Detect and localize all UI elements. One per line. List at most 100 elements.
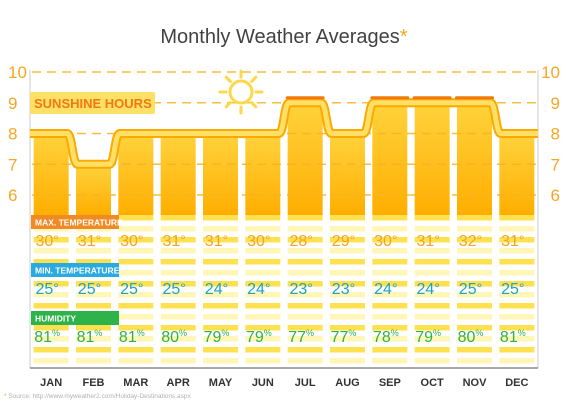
y-tick-right: 7 xyxy=(551,155,560,174)
max-temperature-unit: ° xyxy=(265,232,271,248)
humidity-number: 80 xyxy=(161,329,179,346)
bar-stripe xyxy=(118,347,154,353)
humidity-unit: % xyxy=(475,328,483,338)
bar-stripe xyxy=(33,237,69,243)
max-temperature-number: 30 xyxy=(120,233,138,250)
bar-stripe xyxy=(287,358,323,364)
max-temperature-value: 30° xyxy=(120,232,143,250)
humidity-unit: % xyxy=(391,328,399,338)
bar-stripe xyxy=(203,347,238,353)
sun-ray xyxy=(250,75,258,83)
bar-stripe xyxy=(330,226,365,232)
bar-stripe xyxy=(330,358,365,364)
source-note: * Source: http://www.myweather2.com/Holi… xyxy=(4,393,192,400)
bar-stripe xyxy=(330,259,365,265)
bar-stripe xyxy=(160,259,196,265)
max-temperature-value: 31° xyxy=(205,232,228,250)
bar-stripe xyxy=(330,270,365,276)
max-temperature-number: 31 xyxy=(162,233,180,250)
max-temperature-value: 31° xyxy=(78,232,101,250)
x-tick-label: NOV xyxy=(463,377,488,389)
max-temperature-value: 31° xyxy=(416,232,439,250)
min-temperature-number: 24 xyxy=(205,281,223,298)
bar-stripe xyxy=(203,226,238,232)
min-temperature-unit: ° xyxy=(96,280,102,296)
bar-stripe xyxy=(203,270,238,276)
bar-stripe xyxy=(330,237,365,243)
humidity-number: 79 xyxy=(204,329,222,346)
max-temperature-value: 30° xyxy=(374,232,397,250)
sun-icon xyxy=(218,69,264,115)
humidity-value: 79% xyxy=(246,328,272,346)
x-axis-layer: JAN FEB MAR APR MAY JUN JUL AUG SEP OCT NOV DEC xyxy=(40,377,528,389)
bar-stripe xyxy=(76,347,111,353)
sun-disc xyxy=(228,79,254,105)
max-temperature-number: 31 xyxy=(501,233,519,250)
x-tick-label: APR xyxy=(167,377,190,389)
min-temperature-number: 25 xyxy=(120,281,138,298)
min-temperature-value: 25° xyxy=(459,280,482,298)
bar-stripe xyxy=(330,248,365,254)
bar-stripe xyxy=(372,259,408,265)
y-tick-right: 6 xyxy=(551,186,560,205)
x-tick-label: JAN xyxy=(40,377,62,389)
bar-stripe xyxy=(457,314,492,320)
bar-stripe xyxy=(372,325,408,331)
humidity-value: 80% xyxy=(458,328,484,346)
bar-stripe xyxy=(118,314,154,320)
bar-stripe xyxy=(203,237,238,243)
bar-stripe xyxy=(160,237,196,243)
y-tick-right: 9 xyxy=(551,94,560,113)
sunshine-label: SUNSHINE HOURS xyxy=(34,96,152,111)
bar-stripe xyxy=(372,226,408,232)
bar-stripe xyxy=(372,314,408,320)
chart-title-asterisk: * xyxy=(400,26,408,48)
bar-stripe xyxy=(287,314,323,320)
min-temperature-number: 25 xyxy=(162,281,180,298)
bar-oct xyxy=(414,102,450,215)
bar-stripe xyxy=(287,248,323,254)
max-temperature-number: 32 xyxy=(459,233,477,250)
bar-stripe xyxy=(499,325,535,331)
min-temperature-value: 24° xyxy=(247,280,270,298)
bar-stripe xyxy=(372,347,408,353)
bar-stripe xyxy=(414,292,450,298)
y-tick-left: 6 xyxy=(8,186,17,205)
bar-stripe xyxy=(287,281,323,287)
bar-stripe xyxy=(457,292,492,298)
bar-stripe xyxy=(118,237,154,243)
min-temperature-number: 24 xyxy=(247,281,265,298)
bar-stripe xyxy=(160,226,196,232)
bar-stripe xyxy=(160,248,196,254)
bar-stripe xyxy=(203,303,238,309)
bar-stripe xyxy=(414,325,450,331)
bar-stripe xyxy=(287,215,323,221)
min-temperature-value: 25° xyxy=(78,280,101,298)
bar-stripe xyxy=(76,281,111,287)
max-temperature-value: 28° xyxy=(289,232,312,250)
bar-stripe xyxy=(287,347,323,353)
humidity-number: 81 xyxy=(119,329,137,346)
humidity-value: 81% xyxy=(119,328,145,346)
bar-stripe xyxy=(33,325,69,331)
max-temperature-unit: ° xyxy=(350,232,356,248)
bar-stripe xyxy=(499,237,535,243)
sun-ray xyxy=(224,75,232,83)
min-temperature-unit: ° xyxy=(519,280,525,296)
bar-stripe xyxy=(287,237,323,243)
bar-stripe xyxy=(160,281,196,287)
bar-feb xyxy=(76,164,111,215)
min-temperature-label: MIN. TEMPERATURE xyxy=(35,266,120,276)
sunshine-line-layer: SUNSHINE HOURS xyxy=(30,92,538,169)
min-temperature-value: 24° xyxy=(416,280,439,298)
max-temperature-value: 29° xyxy=(332,232,355,250)
bar-stripe xyxy=(457,358,492,364)
bar-stripe xyxy=(499,347,535,353)
y-tick-right: 10 xyxy=(541,63,560,82)
max-temperature-value: 31° xyxy=(162,232,185,250)
bar-stripe xyxy=(33,281,69,287)
bar-stripe xyxy=(76,259,111,265)
humidity-number: 80 xyxy=(458,329,476,346)
bar-stripe xyxy=(160,270,196,276)
max-temperature-unit: ° xyxy=(519,232,525,248)
